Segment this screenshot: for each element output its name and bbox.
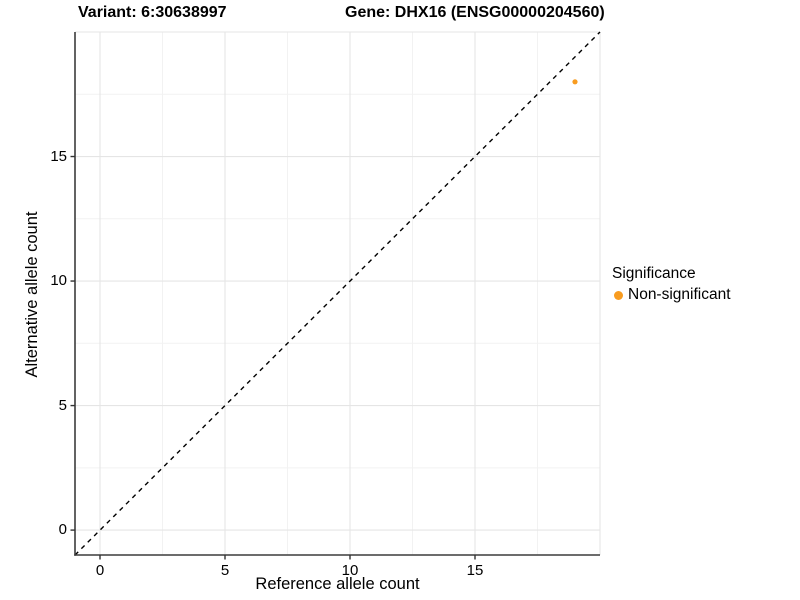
legend: Significance Non-significant [612,265,731,304]
x-tick-label: 10 [341,562,359,579]
plot-title-variant: Variant: 6:30638997 [78,4,227,21]
x-tick-label: 5 [220,562,230,579]
y-tick-label: 0 [58,521,67,539]
legend-item-label: Non-significant [628,286,731,303]
y-tick-label: 10 [50,272,67,290]
identity-dashed-line [74,31,601,556]
plot-title-gene: Gene: DHX16 (ENSG00000204560) [345,4,605,21]
y-tick-label: 5 [58,396,67,414]
x-axis-title: Reference allele count [255,575,420,593]
circle-icon [614,290,623,300]
legend-title: Significance [612,265,696,282]
x-tick-label: 0 [95,562,105,579]
y-axis-title: Alternative allele count [23,211,41,378]
data-point [572,79,578,85]
y-tick-label: 15 [50,147,67,165]
legend-item: Non-significant [612,286,731,304]
x-tick-label: 15 [466,562,484,579]
